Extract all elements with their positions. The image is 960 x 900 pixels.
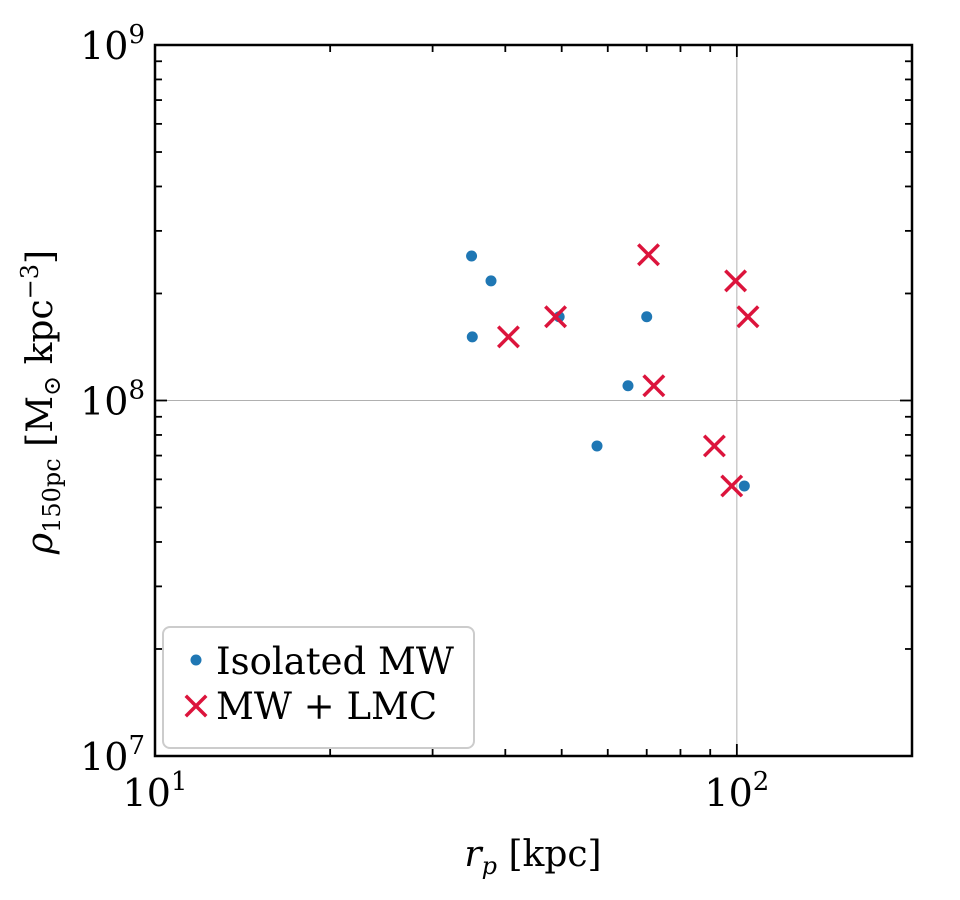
point-isolated-mw (622, 380, 634, 392)
point-mw-lmc (544, 305, 568, 329)
y-tick-label: 108 (80, 376, 145, 424)
point-mw-lmc (720, 474, 744, 498)
point-isolated-mw (466, 331, 478, 343)
point-isolated-mw (485, 275, 497, 287)
point-isolated-mw (591, 440, 603, 452)
point-mw-lmc (637, 243, 660, 267)
point-isolated-mw (466, 250, 478, 262)
point-isolated-mw (641, 311, 653, 323)
legend-marker-mw-lmc (184, 694, 208, 718)
point-mw-lmc (736, 305, 760, 329)
legend-label-mw-lmc: MW + LMC (216, 685, 437, 728)
point-mw-lmc (642, 374, 666, 398)
legend: Isolated MW MW + LMC (162, 626, 475, 749)
y-axis-label: ρ150pc [M⊙ kpc−3] (16, 250, 66, 555)
plot-frame (153, 43, 914, 758)
point-mw-lmc (724, 269, 748, 293)
legend-marker-isolated-mw (190, 654, 202, 666)
point-isolated-mw (738, 480, 750, 492)
x-tick-label: 101 (123, 767, 188, 815)
point-mw-lmc (702, 434, 726, 458)
tick-labels: 101 102 107 108 109 (80, 20, 769, 815)
legend-label-isolated-mw: Isolated MW (216, 640, 454, 683)
data-points (466, 243, 760, 498)
x-tick-label: 102 (704, 767, 769, 815)
legend-box (162, 626, 475, 749)
y-tick-label: 109 (80, 20, 145, 68)
grid-lines (155, 45, 912, 756)
x-axis-label: rp [kpc] (464, 834, 601, 880)
y-tick-label: 107 (80, 731, 145, 779)
point-mw-lmc (496, 325, 520, 349)
